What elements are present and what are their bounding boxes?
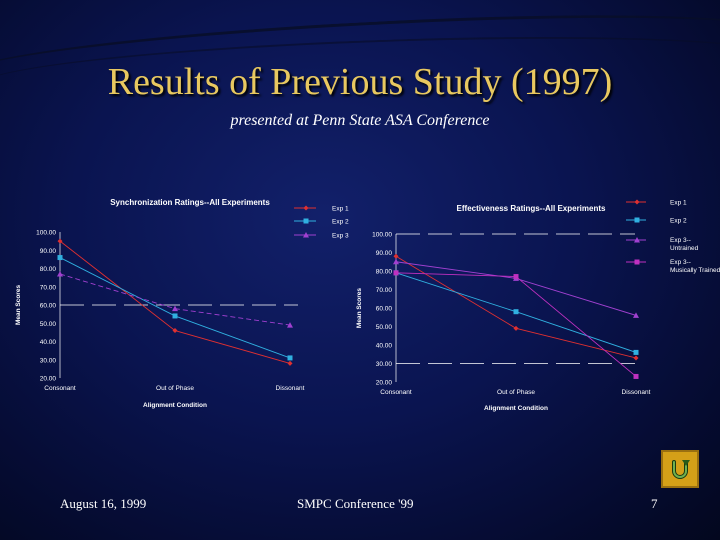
x-axis-label: Alignment Condition [484, 405, 548, 412]
legend-marker [303, 205, 309, 211]
data-point [172, 328, 178, 334]
legend-marker [634, 237, 640, 243]
data-point [172, 305, 178, 312]
legend-label: Exp 3--Musically Trained [670, 259, 720, 274]
y-tick-label: 60.00 [40, 303, 57, 310]
x-tick-label: Out of Phase [497, 389, 535, 396]
x-tick-label: Consonant [44, 385, 76, 392]
slide-subtitle: presented at Penn State ASA Conference [230, 112, 490, 129]
series-line [395, 255, 637, 359]
data-point [287, 360, 293, 366]
x-tick-label: Dissonant [276, 385, 305, 392]
legend-marker [634, 259, 640, 265]
data-point [513, 309, 519, 315]
series-line [395, 272, 637, 377]
legend-label: Exp 2 [670, 218, 687, 225]
chart-title: Synchronization Ratings--All Experiments [110, 198, 270, 207]
data-point [633, 355, 639, 361]
y-tick-label: 60.00 [376, 306, 393, 313]
data-point [57, 238, 63, 244]
return-button[interactable] [661, 450, 699, 488]
y-tick-label: 90.00 [40, 248, 57, 255]
x-tick-label: Consonant [380, 389, 412, 396]
y-tick-label: 70.00 [376, 287, 393, 294]
y-tick-label: 80.00 [40, 266, 57, 273]
y-tick-label: 80.00 [376, 269, 393, 276]
x-tick-label: Out of Phase [156, 385, 194, 392]
legend-label: Exp 1 [332, 206, 349, 213]
series-line [395, 261, 637, 316]
legend-marker [634, 199, 640, 205]
data-point [57, 255, 63, 261]
legend-marker [634, 217, 640, 223]
page-number: 7 [651, 496, 658, 511]
y-tick-label: 50.00 [40, 321, 57, 328]
data-point [393, 258, 399, 265]
legend-label: Exp 1 [670, 200, 687, 207]
y-axis-label: Mean Scores [15, 285, 22, 325]
y-tick-label: 70.00 [40, 284, 57, 291]
y-tick-label: 30.00 [40, 357, 57, 364]
x-tick-label: Dissonant [622, 389, 651, 396]
y-tick-label: 30.00 [376, 361, 393, 368]
data-point [393, 270, 399, 276]
data-point [287, 355, 293, 361]
return-arrow-icon [672, 460, 690, 479]
legend-marker [303, 232, 309, 238]
y-axis-label: Mean Scores [356, 288, 363, 328]
data-point [633, 312, 639, 318]
data-point [633, 373, 639, 379]
y-tick-label: 50.00 [376, 324, 393, 331]
x-axis-label: Alignment Condition [143, 402, 207, 409]
y-tick-label: 40.00 [40, 339, 57, 346]
legend-label: Exp 3 [332, 233, 349, 240]
legend-marker [303, 218, 309, 224]
y-tick-label: 100.00 [372, 232, 392, 239]
data-point [57, 270, 63, 277]
footer-conference: SMPC Conference '99 [297, 496, 414, 511]
legend-label: Exp 3--Untrained [670, 237, 699, 252]
y-tick-label: 20.00 [376, 380, 393, 387]
data-point [287, 322, 293, 328]
legend-label: Exp 2 [332, 219, 349, 226]
slide-title: Results of Previous Study (1997) [107, 61, 613, 103]
footer-date: August 16, 1999 [60, 496, 147, 511]
data-point [513, 274, 519, 280]
y-tick-label: 20.00 [40, 376, 57, 383]
y-tick-label: 90.00 [376, 250, 393, 257]
y-tick-label: 40.00 [376, 343, 393, 350]
chart-title: Effectiveness Ratings--All Experiments [457, 204, 606, 213]
data-point [393, 253, 399, 259]
y-tick-label: 100.00 [36, 230, 56, 237]
data-point [633, 349, 639, 355]
data-point [172, 313, 178, 319]
data-point [513, 325, 519, 331]
